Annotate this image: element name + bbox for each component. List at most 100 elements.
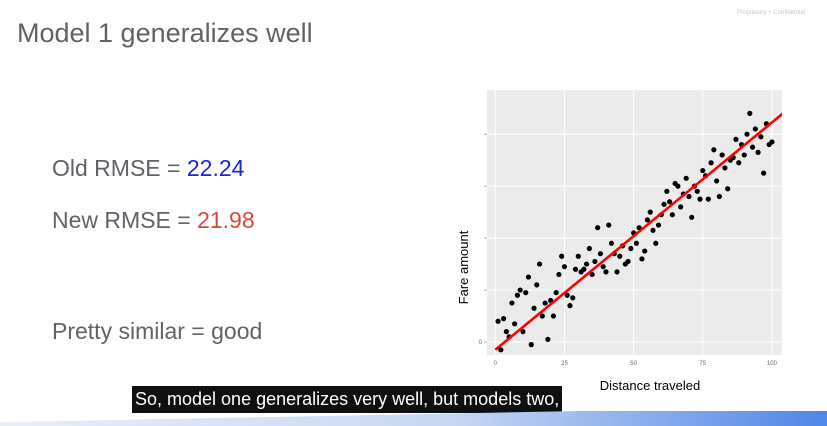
data-point [561,264,568,270]
data-point [570,295,576,301]
data-point [697,196,703,202]
old-rmse-value: 22.24 [186,155,245,181]
new-rmse-value: 21.98 [197,207,255,233]
data-point [595,225,601,231]
data-point [675,183,681,189]
data-point [550,313,556,319]
data-point [650,227,656,233]
data-point [495,318,501,324]
data-point [716,193,722,200]
data-point [514,292,521,298]
regression-line [494,112,782,351]
plot-panel [487,90,782,355]
data-point [608,240,615,246]
data-point [708,160,714,166]
data-point [592,258,598,265]
data-point [545,336,551,343]
data-point [556,271,562,278]
y-tick-label: 0 [479,340,483,346]
data-point [647,209,653,215]
data-point [603,269,609,275]
data-point [722,165,728,171]
data-point [536,261,543,267]
data-point [517,287,523,293]
data-point [736,160,742,166]
data-point [689,214,695,220]
data-point [642,248,648,254]
data-point [755,149,761,155]
confidential-watermark: Proprietary + Confidential [737,10,805,16]
data-point [606,222,612,228]
new-rmse: New RMSE = 21.98 [52,207,255,234]
data-point [705,196,711,202]
data-point [664,188,670,194]
data-point [589,271,595,278]
data-point [625,258,631,265]
data-point [523,290,529,296]
data-point [575,253,581,259]
x-tick-label: 25 [561,361,568,367]
x-tick-label: 0 [494,361,498,367]
data-point [509,300,515,306]
data-point [528,342,534,348]
data-point [653,240,659,246]
data-point [503,329,509,335]
data-point [614,269,620,275]
data-point [686,193,692,200]
data-point [683,175,689,181]
x-tick-label: 50 [630,361,637,367]
y-axis-label: Fare amount [456,230,471,304]
data-point [531,305,537,311]
data-point [758,134,764,140]
data-point [678,204,684,210]
data-point [520,329,526,335]
data-point [655,222,662,228]
data-point [639,256,645,262]
data-point [512,321,518,327]
data-point [733,136,739,142]
data-point [600,264,606,270]
data-point [583,261,590,267]
slide-title: Model 1 generalizes well [17,18,313,48]
data-point [752,126,758,132]
scatter-chart: 0 25 50 75 100 0 Fare amount Distance traveled [456,90,782,393]
data-point [553,290,559,296]
data-point [666,199,673,205]
data-point [700,167,706,174]
new-rmse-label: New RMSE = [52,207,198,233]
data-point [559,253,565,259]
data-point [586,245,592,252]
data-point [719,152,725,158]
data-point [661,201,667,207]
x-tick-label: 100 [767,361,778,367]
data-point [581,266,587,272]
data-point [567,303,573,309]
data-point [564,292,570,298]
data-point [500,316,507,322]
data-point [644,217,651,223]
old-rmse: Old RMSE = 22.24 [52,155,244,182]
data-point [711,147,717,153]
old-rmse-label: Old RMSE = [52,155,187,181]
data-point [747,110,753,116]
data-point [714,178,720,184]
data-point [749,144,756,150]
data-point [617,253,623,259]
data-point [633,240,639,246]
data-point [572,266,579,272]
data-point [597,251,604,257]
x-axis-label: Distance traveled [600,378,700,393]
data-point [725,186,731,192]
data-point [744,131,750,137]
data-point [525,274,532,280]
x-tick-label: 75 [699,361,706,367]
data-point [498,347,504,353]
data-point [761,170,767,176]
data-point [694,188,700,194]
data-point [542,300,548,306]
verdict-text: Pretty similar = good [52,318,263,344]
data-point [669,212,675,218]
data-point [539,313,545,319]
data-point [769,139,775,145]
data-point [741,152,747,158]
